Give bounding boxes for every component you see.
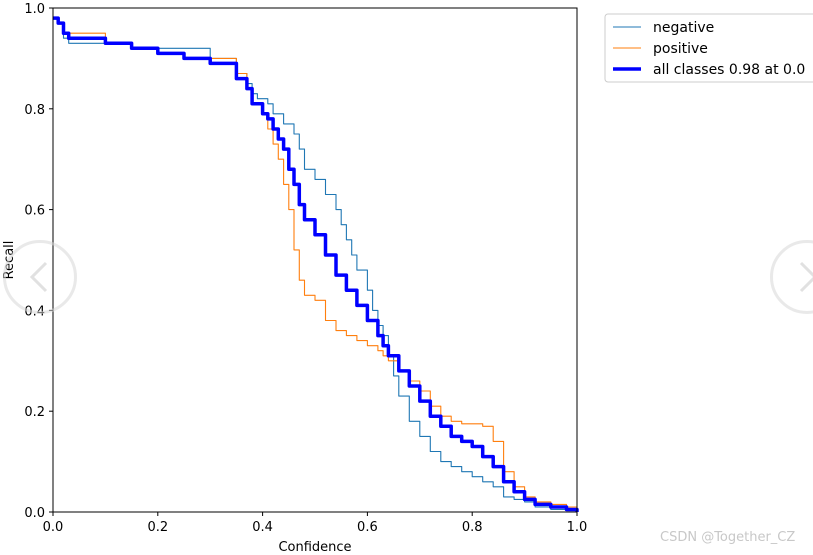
y-tick-label: 0.8 xyxy=(24,103,45,118)
x-tick-label: 1.0 xyxy=(567,520,588,535)
legend-box xyxy=(604,13,813,83)
y-tick-label: 1.0 xyxy=(24,2,45,17)
legend: negative positive all classes 0.98 at 0.… xyxy=(604,13,813,83)
x-tick-label: 0.0 xyxy=(43,520,64,535)
chevron-left-icon xyxy=(29,261,48,293)
chevron-right-icon xyxy=(799,261,813,293)
y-tick-label: 0.6 xyxy=(24,204,45,219)
y-tick-label: 0.2 xyxy=(24,405,45,420)
series-layer xyxy=(53,16,579,512)
series-line-positive xyxy=(53,17,578,510)
series-line-all-classes-0-98-at-0-0 xyxy=(53,16,579,512)
x-axis: 0.0 0.2 0.4 0.6 0.8 1.0 xyxy=(43,512,588,535)
x-tick-label: 0.4 xyxy=(252,520,273,535)
y-tick-label: 0.0 xyxy=(24,506,45,521)
legend-label-positive: positive xyxy=(653,41,708,57)
legend-label-all-classes: all classes 0.98 at 0.0 xyxy=(653,62,805,78)
plot-area xyxy=(53,8,577,512)
x-axis-label: Confidence xyxy=(278,540,351,555)
previous-image-button[interactable] xyxy=(3,240,77,314)
legend-label-negative: negative xyxy=(653,20,714,36)
x-tick-label: 0.6 xyxy=(357,520,378,535)
x-tick-label: 0.8 xyxy=(462,520,483,535)
next-image-button[interactable] xyxy=(770,240,813,314)
watermark: CSDN @Together_CZ xyxy=(660,530,796,545)
x-tick-label: 0.2 xyxy=(147,520,168,535)
